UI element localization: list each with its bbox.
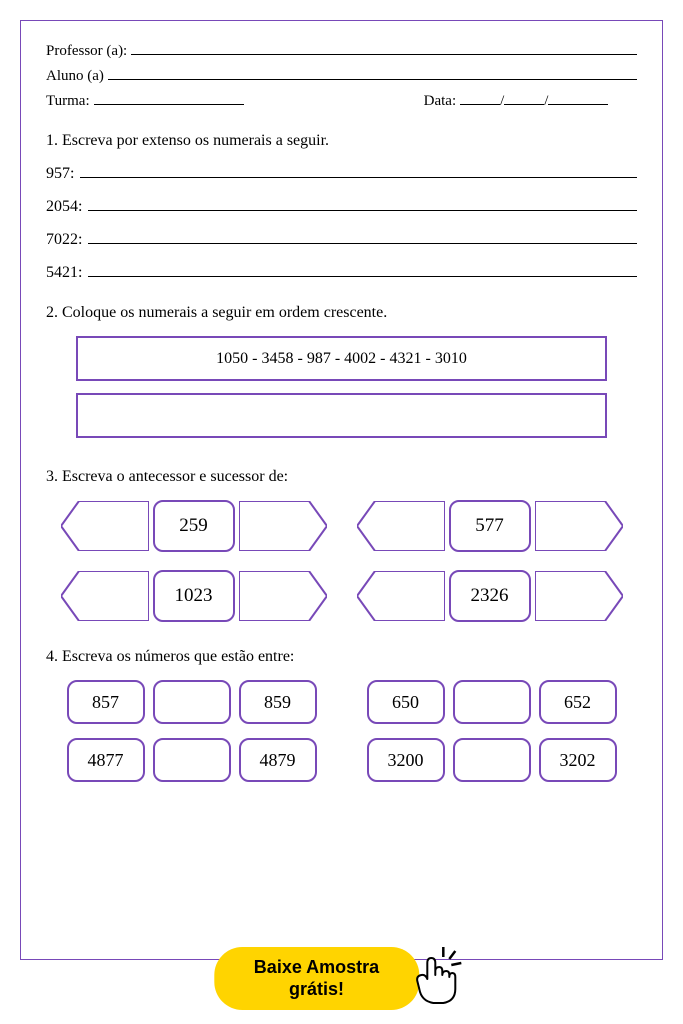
date-day-line <box>460 91 500 105</box>
q3-row-0: 259 577 <box>46 500 637 552</box>
data-label: Data: <box>424 93 456 110</box>
q4-box: 650 <box>367 680 445 724</box>
cta-pill[interactable]: Baixe Amostra grátis! <box>214 947 419 1010</box>
arrow-right-icon <box>535 571 623 621</box>
aluno-label: Aluno (a) <box>46 68 104 85</box>
professor-line <box>131 41 637 55</box>
q1-num-2: 7022: <box>46 231 82 249</box>
date-month-line <box>504 91 544 105</box>
q1-num-3: 5421: <box>46 264 82 282</box>
arrow-right-icon <box>239 571 327 621</box>
q1-line-3 <box>88 263 637 277</box>
q4-box-empty <box>153 738 231 782</box>
q3-val-1-1: 2326 <box>449 570 531 622</box>
q4-box: 4879 <box>239 738 317 782</box>
q3-val-1-0: 1023 <box>153 570 235 622</box>
arrow-left-icon <box>357 501 445 551</box>
q4-box: 859 <box>239 680 317 724</box>
q4-box-empty <box>453 680 531 724</box>
turma-data-row: Turma: Data: / / <box>46 91 637 110</box>
arrow-left-icon <box>61 501 149 551</box>
q4-box-empty <box>153 680 231 724</box>
q4-box: 3200 <box>367 738 445 782</box>
q4-text: 4. Escreva os números que estão entre: <box>46 648 637 666</box>
arrow-left-icon <box>357 571 445 621</box>
pointer-hand-icon <box>399 941 469 1016</box>
cta-line2: grátis! <box>254 979 379 1001</box>
q4-group-1-0: 4877 4879 <box>67 738 317 782</box>
professor-row: Professor (a): <box>46 41 637 60</box>
q1-line-1 <box>88 197 637 211</box>
arrow-right-icon <box>535 501 623 551</box>
q4-box: 652 <box>539 680 617 724</box>
arrow-left-icon <box>61 571 149 621</box>
q3-group-0-1: 577 <box>357 500 623 552</box>
cta-line1: Baixe Amostra <box>254 957 379 979</box>
turma-label: Turma: <box>46 93 90 110</box>
arrow-right-icon <box>239 501 327 551</box>
aluno-line <box>108 66 637 80</box>
q2-numbers: 1050 - 3458 - 987 - 4002 - 4321 - 3010 <box>216 350 467 368</box>
q3-group-0-0: 259 <box>61 500 327 552</box>
q3-row-1: 1023 2326 <box>46 570 637 622</box>
q3-group-1-0: 1023 <box>61 570 327 622</box>
q1-line-0 <box>80 164 637 178</box>
q2-answer-box <box>76 393 607 438</box>
aluno-row: Aluno (a) <box>46 66 637 85</box>
q4-box-empty <box>453 738 531 782</box>
q3-val-0-1: 577 <box>449 500 531 552</box>
q4-group-1-1: 3200 3202 <box>367 738 617 782</box>
q1-num-0: 957: <box>46 165 74 183</box>
cta-button[interactable]: Baixe Amostra grátis! <box>214 941 469 1016</box>
q1-item-0: 957: <box>46 164 637 183</box>
q1-num-1: 2054: <box>46 198 82 216</box>
q4-group-0-0: 857 859 <box>67 680 317 724</box>
q4-box: 4877 <box>67 738 145 782</box>
q3-text: 3. Escreva o antecessor e sucessor de: <box>46 468 637 486</box>
q1-line-2 <box>88 230 637 244</box>
q1-text: 1. Escreva por extenso os numerais a seg… <box>46 132 637 150</box>
q2-text: 2. Coloque os numerais a seguir em ordem… <box>46 304 637 322</box>
q4-row-1: 4877 4879 3200 3202 <box>46 738 637 782</box>
q1-item-3: 5421: <box>46 263 637 282</box>
q2-numbers-box: 1050 - 3458 - 987 - 4002 - 4321 - 3010 <box>76 336 607 381</box>
q1-item-1: 2054: <box>46 197 637 216</box>
q4-row-0: 857 859 650 652 <box>46 680 637 724</box>
q3-group-1-1: 2326 <box>357 570 623 622</box>
q4-box: 3202 <box>539 738 617 782</box>
q4-box: 857 <box>67 680 145 724</box>
q1-item-2: 7022: <box>46 230 637 249</box>
q3-val-0-0: 259 <box>153 500 235 552</box>
professor-label: Professor (a): <box>46 43 127 60</box>
date-group: Data: / / <box>424 91 609 110</box>
q4-group-0-1: 650 652 <box>367 680 617 724</box>
date-year-line <box>548 91 608 105</box>
worksheet-frame: Professor (a): Aluno (a) Turma: Data: / … <box>20 20 663 960</box>
turma-line <box>94 91 244 105</box>
